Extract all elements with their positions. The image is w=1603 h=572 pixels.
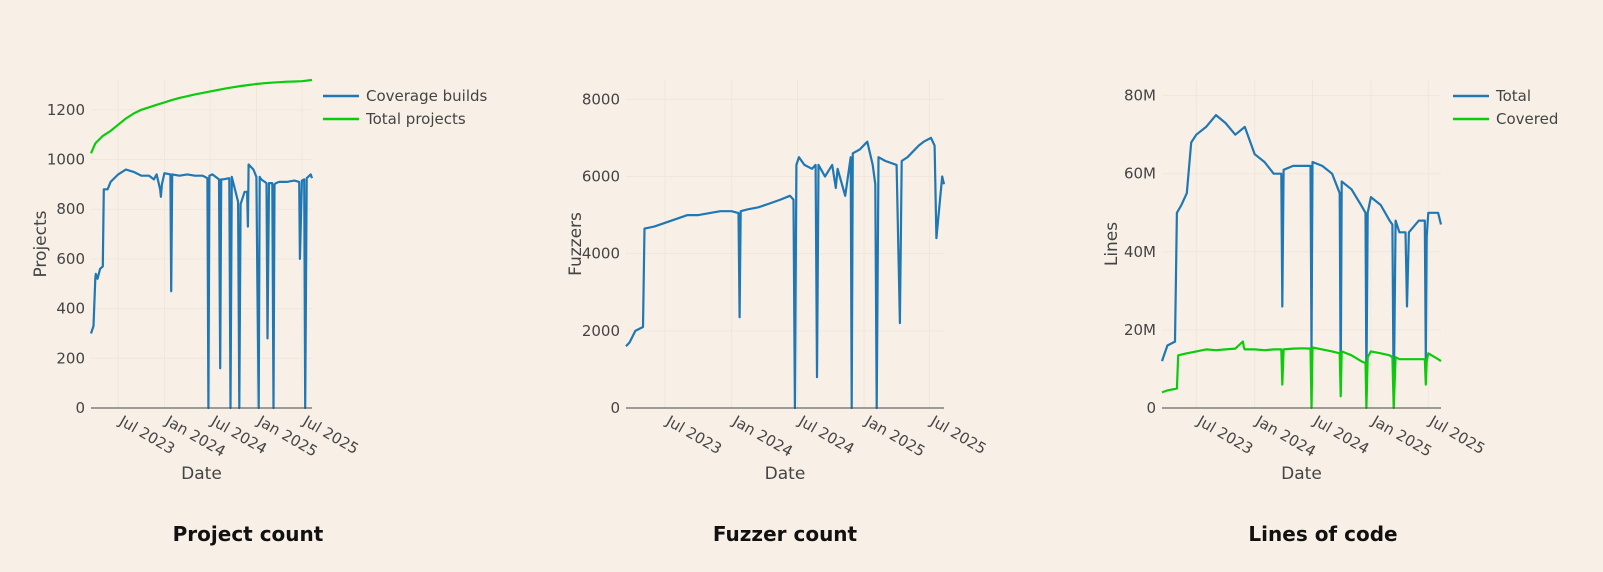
y-axis-title: Fuzzers bbox=[566, 212, 586, 276]
series-line-0 bbox=[625, 136, 946, 410]
x-tick-label: Jul 2025 bbox=[1425, 411, 1488, 458]
y-tick-label: 1000 bbox=[47, 151, 85, 169]
series-line-1 bbox=[1161, 340, 1442, 410]
chart-title: Lines of code bbox=[1248, 522, 1397, 546]
y-tick-label: 6000 bbox=[582, 167, 620, 185]
legend-label-1: Covered bbox=[1496, 110, 1558, 128]
y-tick-label: 60M bbox=[1124, 165, 1156, 183]
chart-title: Fuzzer count bbox=[713, 522, 858, 546]
y-tick-label: 1200 bbox=[47, 101, 85, 119]
chart-title: Project count bbox=[173, 522, 324, 546]
x-tick-label: Jul 2024 bbox=[1310, 411, 1373, 458]
legend-label-0: Total bbox=[1495, 87, 1531, 105]
x-tick-label: Jul 2023 bbox=[1193, 411, 1256, 458]
y-tick-label: 2000 bbox=[582, 322, 620, 340]
series-line-0 bbox=[89, 163, 314, 410]
y-axis-title: Projects bbox=[31, 210, 51, 277]
y-tick-label: 200 bbox=[56, 349, 85, 367]
legend-label-0: Coverage builds bbox=[366, 87, 488, 105]
y-tick-label: 800 bbox=[56, 200, 85, 218]
legend: Total Covered bbox=[1453, 87, 1558, 128]
x-axis-title: Date bbox=[1281, 464, 1322, 484]
x-tick-label: Jul 2023 bbox=[662, 411, 725, 458]
y-tick-label: 0 bbox=[1146, 399, 1156, 417]
x-tick-label: Jul 2024 bbox=[795, 411, 858, 458]
legend-label-1: Total projects bbox=[365, 110, 466, 128]
x-tick-label: Jan 2025 bbox=[1368, 411, 1435, 460]
x-tick-label: Jan 2024 bbox=[1252, 411, 1319, 460]
y-tick-label: 40M bbox=[1124, 243, 1156, 261]
legend: Coverage builds Total projects bbox=[323, 87, 488, 128]
x-axis-title: Date bbox=[765, 464, 806, 484]
y-tick-label: 0 bbox=[610, 399, 620, 417]
y-tick-label: 400 bbox=[56, 300, 85, 318]
y-tick-label: 80M bbox=[1124, 87, 1156, 105]
x-tick-label: Jan 2025 bbox=[861, 411, 928, 460]
y-tick-label: 600 bbox=[56, 250, 85, 268]
y-tick-label: 0 bbox=[75, 399, 85, 417]
x-tick-label: Jul 2025 bbox=[927, 411, 990, 458]
y-tick-label: 20M bbox=[1124, 321, 1156, 339]
series-line-1 bbox=[89, 78, 313, 154]
y-axis-title: Lines bbox=[1102, 222, 1122, 266]
y-tick-label: 4000 bbox=[582, 245, 620, 263]
x-tick-label: Jan 2024 bbox=[729, 411, 796, 460]
y-tick-label: 8000 bbox=[582, 90, 620, 108]
series-line-0 bbox=[1160, 113, 1443, 406]
x-axis-title: Date bbox=[181, 464, 222, 484]
